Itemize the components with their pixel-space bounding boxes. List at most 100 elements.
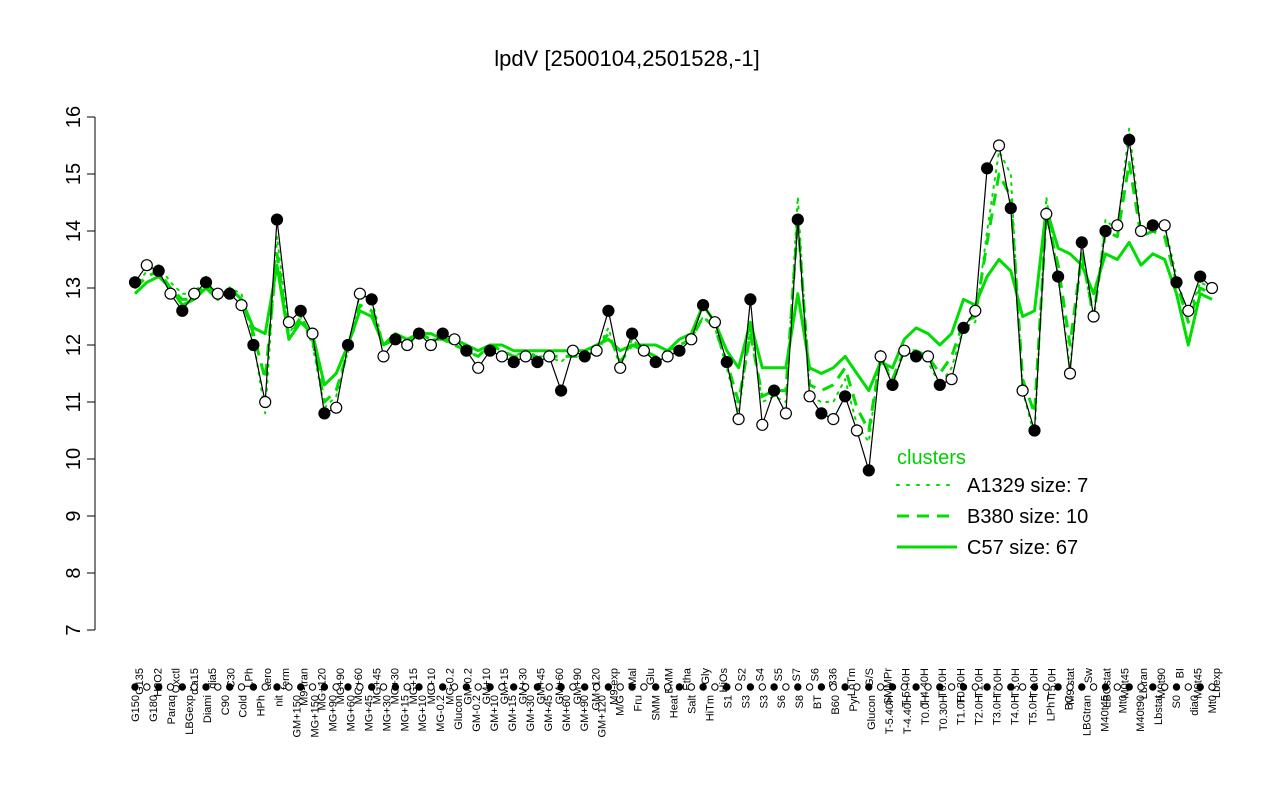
data-point [732, 413, 745, 426]
data-point [838, 390, 852, 403]
x-marker [344, 683, 352, 691]
x-tick-label: T0.0H [920, 695, 932, 725]
x-tick-label: LPh [244, 668, 256, 688]
x-tick-label: T3.0H [992, 695, 1004, 725]
data-point [401, 338, 414, 352]
y-tick-label: 14 [63, 220, 85, 242]
x-tick-label: T0.30H [938, 695, 950, 731]
data-point [602, 304, 615, 317]
x-marker [545, 683, 553, 691]
x-tick-label: MG+90 [327, 695, 339, 731]
data-point [1182, 304, 1195, 317]
legend-label: B380 size: 10 [967, 506, 1088, 528]
x-marker [1007, 683, 1015, 691]
x-tick-label: M0t45 [1120, 668, 1132, 699]
data-point [294, 304, 307, 317]
x-tick-label: T1.0H [956, 695, 968, 725]
data-point [992, 139, 1006, 152]
x-marker [533, 683, 542, 691]
data-point [744, 293, 757, 306]
data-point [1099, 224, 1112, 238]
data-point [945, 373, 958, 386]
x-marker [1196, 683, 1204, 691]
x-tick-label: MG+90 [335, 668, 347, 704]
data-point [472, 361, 485, 374]
x-marker [1113, 683, 1122, 691]
data-point [460, 344, 473, 357]
data-point [685, 333, 698, 346]
x-marker [143, 683, 151, 691]
x-marker [1089, 683, 1098, 691]
x-marker [971, 683, 979, 691]
x-marker [663, 683, 672, 691]
x-tick-label: T-5.40H [884, 695, 896, 734]
x-marker [214, 683, 222, 691]
data-point [282, 316, 295, 329]
x-marker [486, 683, 494, 691]
x-marker [592, 683, 601, 691]
x-marker [924, 683, 932, 691]
x-tick-label: S8 [794, 695, 806, 708]
x-tick-label: S0 [1171, 695, 1183, 708]
x-tick-label: T3.0H [1010, 668, 1022, 698]
x-marker [190, 683, 198, 691]
x-marker [734, 683, 743, 691]
x-marker [569, 683, 577, 691]
y-tick-label: 9 [63, 510, 85, 521]
x-tick-label: S7 [791, 668, 803, 681]
x-marker [900, 683, 908, 691]
x-tick-label: S6 [809, 668, 821, 681]
x-marker [723, 683, 731, 691]
x-marker [699, 683, 707, 691]
data-point [1016, 384, 1029, 397]
x-marker [1184, 683, 1193, 691]
data-point [365, 293, 378, 306]
data-point [637, 344, 651, 357]
x-tick-label: M0t90 [1156, 668, 1168, 699]
data-point [436, 327, 449, 340]
x-tick-label: S1 [722, 695, 734, 708]
legend-label: A1329 size: 7 [967, 475, 1088, 497]
x-marker [1078, 683, 1086, 691]
data-point [649, 356, 662, 369]
x-marker [888, 683, 897, 691]
data-point [1051, 270, 1065, 283]
x-tick-label: dia5 [207, 668, 219, 689]
x-marker [1030, 683, 1039, 691]
x-tick-label: Cold [238, 695, 250, 718]
x-tick-label: LBGtran [1081, 695, 1093, 736]
x-marker [983, 683, 991, 691]
x-marker [131, 683, 139, 691]
x-marker [604, 683, 613, 691]
x-marker [450, 683, 459, 691]
data-point [140, 259, 153, 272]
data-point [625, 327, 639, 340]
x-tick-label: MG+45 [371, 668, 383, 704]
x-tick-label: GM+90 [572, 668, 584, 704]
x-tick-label: GM+10 [489, 695, 501, 731]
data-point [578, 350, 591, 363]
data-point [495, 350, 508, 363]
data-point [874, 350, 887, 363]
x-marker [261, 683, 269, 691]
x-tick-label: M40t90 [1135, 695, 1147, 732]
data-point [1004, 202, 1017, 215]
x-tick-label: MG+15 [399, 695, 411, 731]
x-marker [1161, 683, 1169, 691]
x-tick-label: LoTm [846, 668, 858, 696]
x-marker [817, 683, 826, 691]
x-tick-label: SMMPr [882, 668, 894, 705]
data-point [1205, 281, 1219, 295]
data-point [779, 407, 793, 420]
data-point [886, 378, 899, 391]
x-marker [498, 683, 506, 691]
x-marker [356, 683, 364, 691]
x-marker [1125, 683, 1133, 691]
x-tick-label: T5.0H [1047, 668, 1059, 698]
x-marker [285, 683, 293, 691]
data-point [1170, 276, 1183, 289]
x-marker [865, 683, 873, 691]
data-point [850, 424, 864, 437]
data-point [791, 213, 804, 226]
data-point [152, 264, 165, 277]
